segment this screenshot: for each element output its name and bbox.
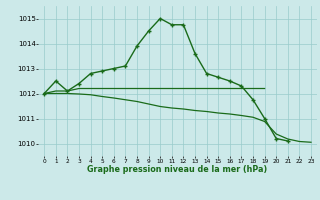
X-axis label: Graphe pression niveau de la mer (hPa): Graphe pression niveau de la mer (hPa) [87,165,268,174]
